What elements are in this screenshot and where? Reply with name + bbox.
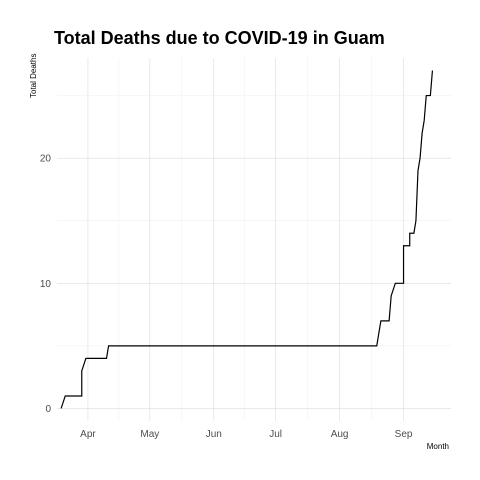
x-tick-label: Apr (80, 429, 96, 440)
y-tick-label: 0 (45, 404, 51, 415)
x-tick-label: Sep (395, 429, 413, 440)
y-tick-label: 20 (40, 154, 52, 165)
x-tick-label: Aug (331, 429, 349, 440)
x-tick-label: May (140, 429, 159, 440)
plot-panel (57, 58, 451, 421)
y-axis-title: Total Deaths (29, 54, 38, 98)
x-axis-ticks: Apr May Jun Jul Aug Sep (80, 429, 413, 440)
y-tick-label: 10 (40, 279, 52, 290)
grid-lines (57, 58, 451, 421)
series-layer (60, 70, 434, 409)
x-tick-label: Jul (269, 429, 282, 440)
x-tick-label: Jun (206, 429, 222, 440)
y-axis-ticks: 0 10 20 (40, 154, 52, 415)
x-axis-title: Month (427, 442, 449, 451)
series-line-total-deaths (60, 70, 434, 409)
chart-title: Total Deaths due to COVID-19 in Guam (54, 28, 385, 48)
